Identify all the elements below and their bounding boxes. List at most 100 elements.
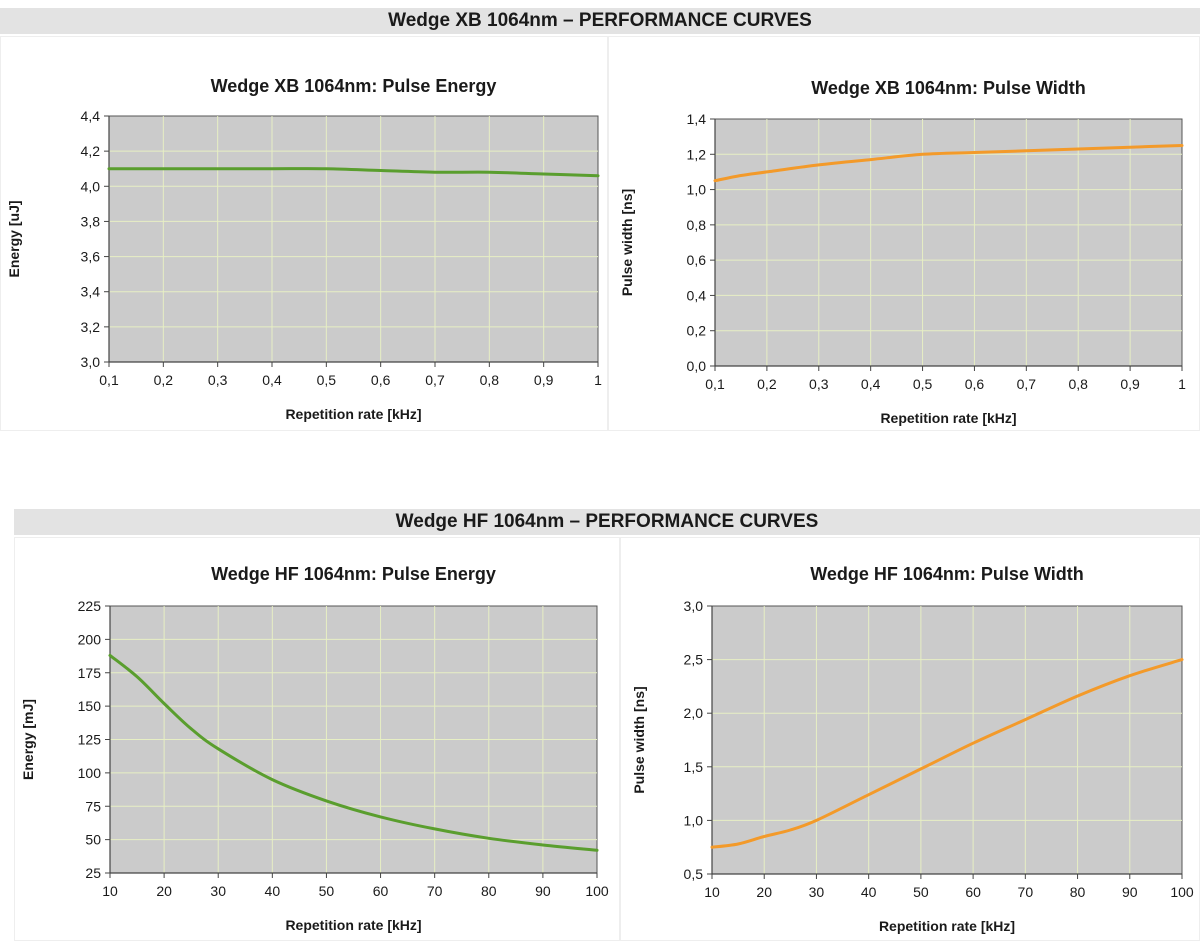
x-tick-label: 10 [102,883,118,899]
y-tick-label: 4,2 [81,143,101,159]
y-tick-label: 1,0 [684,812,704,828]
plot-area [714,118,1183,367]
x-tick-label: 70 [427,883,443,899]
chart-panel-xb-energy: Wedge XB 1064nm: Pulse Energy 0,1 0,2 0,3 0,… [0,36,608,431]
y-tick-label: 1,2 [687,146,707,162]
plot-area [711,605,1183,875]
x-tick-label: 1 [1178,376,1186,392]
x-tick-label: 0,3 [809,376,829,392]
x-tick-label: 0,8 [1068,376,1088,392]
section-banner-hf: Wedge HF 1064nm – PERFORMANCE CURVES [14,509,1200,535]
chart-hf-pulse-width: Wedge HF 1064nm: Pulse Width 10 20 30 40 50 60… [631,564,1194,934]
x-tick-label: 0,9 [1120,376,1140,392]
y-tick-label: 4,4 [81,108,101,124]
y-axis-title: Energy [mJ] [20,699,36,780]
x-tick-label: 0,6 [965,376,985,392]
y-tick-label: 2,5 [684,652,704,668]
chart-xb-pulse-width: Wedge XB 1064nm: Pulse Width 0,1 0,2 0,3 0,4… [619,78,1186,426]
y-tick-label: 50 [85,832,101,848]
x-tick-label: 50 [913,884,929,900]
x-axis-title: Repetition rate [kHz] [880,410,1016,426]
x-tick-label: 100 [1170,884,1194,900]
x-tick-label: 80 [481,883,497,899]
x-tick-label: 0,1 [705,376,725,392]
series-line-0 [710,658,1184,849]
y-tick-label: 225 [78,598,102,614]
chart-hf-pulse-energy: Wedge HF 1064nm: Pulse Energy 10 20 30 40 50 6… [20,564,609,933]
chart-panel-xb-width: Wedge XB 1064nm: Pulse Width 0,1 0,2 0,3 0,4… [608,36,1200,431]
x-tick-label: 40 [861,884,877,900]
y-tick-label: 3,2 [81,319,101,335]
y-tick-label: 4,0 [81,178,101,194]
y-tick-label: 25 [85,865,101,881]
x-tick-label: 0,3 [208,372,228,388]
y-tick-label: 3,0 [81,354,101,370]
x-tick-label: 0,6 [371,372,391,388]
y-tick-label: 2,0 [684,705,704,721]
x-axis-title: Repetition rate [kHz] [879,918,1015,934]
y-tick-label: 0,5 [684,866,704,882]
x-tick-label: 0,7 [425,372,445,388]
x-tick-label: 20 [156,883,172,899]
y-tick-label: 1,0 [687,182,707,198]
y-tick-label: 100 [78,765,102,781]
y-tick-label: 0,2 [687,323,707,339]
x-tick-label: 0,8 [480,372,500,388]
x-tick-label: 20 [756,884,772,900]
x-tick-label: 0,7 [1017,376,1037,392]
y-tick-label: 3,6 [81,249,101,265]
x-tick-label: 0,4 [262,372,282,388]
chart-xb-pulse-energy: Wedge XB 1064nm: Pulse Energy 0,1 0,2 0,3 0,… [6,76,602,422]
y-tick-label: 175 [78,665,102,681]
x-tick-label: 60 [373,883,389,899]
y-tick-label: 1,4 [687,111,707,127]
section-banner-xb: Wedge XB 1064nm – PERFORMANCE CURVES [0,8,1200,34]
x-tick-label: 100 [585,883,609,899]
chart-title: Wedge XB 1064nm: Pulse Width [811,78,1086,98]
x-tick-label: 90 [1122,884,1138,900]
y-tick-label: 150 [78,698,102,714]
y-tick-label: 0,4 [687,287,707,303]
y-tick-label: 0,0 [687,358,707,374]
chart-panel-hf-energy: Wedge HF 1064nm: Pulse Energy 10 20 30 40 50 6… [14,537,620,941]
x-tick-label: 50 [319,883,335,899]
x-tick-label: 60 [965,884,981,900]
x-tick-label: 10 [704,884,720,900]
chart-title: Wedge XB 1064nm: Pulse Energy [211,76,497,96]
x-tick-label: 0,9 [534,372,554,388]
y-axis-title: Energy [uJ] [6,200,22,277]
y-tick-label: 1,5 [684,759,704,775]
y-tick-label: 75 [85,798,101,814]
y-tick-label: 200 [78,631,102,647]
x-tick-label: 0,4 [861,376,881,392]
y-axis-title: Pulse width [ns] [631,686,647,793]
y-tick-label: 3,8 [81,213,101,229]
x-axis-title: Repetition rate [kHz] [285,406,421,422]
x-tick-label: 70 [1018,884,1034,900]
x-tick-label: 0,2 [154,372,174,388]
series-line-0 [713,144,1184,183]
y-tick-label: 0,6 [687,252,707,268]
chart-title: Wedge HF 1064nm: Pulse Energy [211,564,496,584]
chart-title: Wedge HF 1064nm: Pulse Width [810,564,1084,584]
chart-panel-hf-width: Wedge HF 1064nm: Pulse Width 10 20 30 40 50 60… [620,537,1200,941]
series-line-0 [108,653,599,852]
y-tick-label: 3,4 [81,284,101,300]
plot-area [108,115,599,363]
x-tick-label: 80 [1070,884,1086,900]
x-tick-label: 0,2 [757,376,777,392]
x-tick-label: 0,5 [317,372,337,388]
y-axis-title: Pulse width [ns] [619,189,635,296]
x-tick-label: 30 [809,884,825,900]
x-tick-label: 1 [594,372,602,388]
series-line-0 [107,167,600,178]
x-tick-label: 90 [535,883,551,899]
y-tick-label: 3,0 [684,598,704,614]
x-tick-label: 0,1 [99,372,119,388]
x-axis-title: Repetition rate [kHz] [285,917,421,933]
y-tick-label: 0,8 [687,217,707,233]
x-tick-label: 40 [265,883,281,899]
x-tick-label: 0,5 [913,376,933,392]
x-tick-label: 30 [210,883,226,899]
y-tick-label: 125 [78,732,102,748]
